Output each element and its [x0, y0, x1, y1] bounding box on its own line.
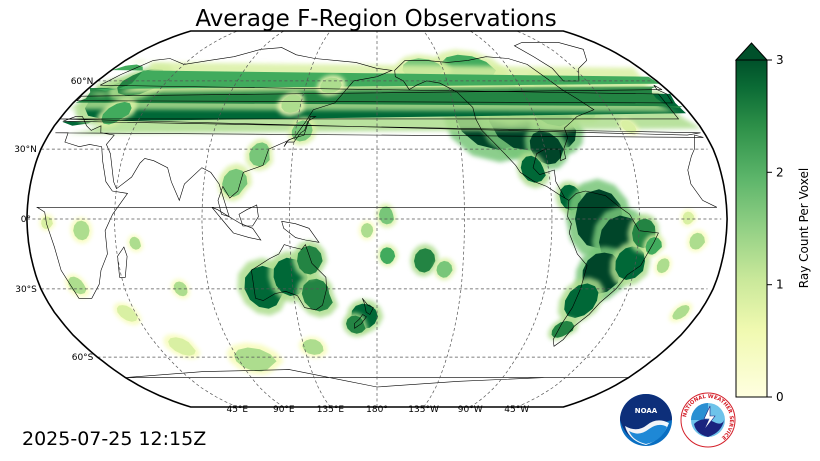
- coastline-europe_asia: [59, 47, 701, 218]
- meridian-225: [423, 31, 465, 407]
- ray-count-cell: [564, 283, 599, 318]
- ray-count-layer: [39, 49, 708, 375]
- ray-count-cell: [689, 232, 705, 250]
- chart-title: Average F-Region Observations: [195, 6, 557, 32]
- coastline-uk: [76, 84, 673, 104]
- ray-count-cell: [551, 320, 575, 338]
- coastline-africa: [36, 132, 718, 299]
- ray-count-cell: [621, 120, 637, 133]
- noaa-logo: NOAA: [620, 394, 672, 446]
- lon-label: 135°E: [317, 405, 345, 415]
- ray-count-cell: [116, 305, 138, 322]
- coastline-nz_s: [353, 314, 367, 329]
- ray-count-cell: [380, 247, 396, 265]
- colorbar-tick-label: 2: [776, 165, 784, 179]
- colorbar: 0 1 2 3 Ray Count Per Voxel: [734, 42, 811, 404]
- coastline-northamerica: [394, 56, 595, 201]
- coastline-layer: [36, 42, 718, 388]
- lat-label: 0°: [21, 215, 31, 225]
- lat-label: 60°S: [72, 353, 94, 363]
- meridian-315: [516, 31, 640, 407]
- lon-label: 90°W: [458, 405, 483, 415]
- colorbar-tick-label: 1: [776, 278, 784, 292]
- ray-count-cell: [379, 206, 395, 225]
- ray-count-cell: [281, 94, 302, 113]
- timestamp: 2025-07-25 12:15Z: [22, 428, 207, 450]
- ray-count-cell: [168, 337, 196, 356]
- colorbar-body: [735, 59, 768, 398]
- globe-outline: [26, 30, 728, 408]
- meridian-90: [201, 31, 284, 407]
- lat-label: 30°S: [15, 285, 37, 295]
- meridian-135: [289, 31, 331, 407]
- coastline-antarctica: [125, 369, 629, 388]
- ray-count-cell: [360, 223, 374, 238]
- lon-label: 180°: [366, 405, 388, 415]
- ray-count-cell: [41, 216, 53, 229]
- ray-count-cell: [346, 315, 366, 334]
- ray-count-cell: [129, 236, 141, 250]
- ray-count-cell: [436, 260, 453, 278]
- coastline-indonesia: [211, 207, 262, 241]
- ray-count-cell: [234, 347, 277, 372]
- longitude-labels: 45°E 90°E 135°E 180° 135°W 90°W 45°W: [226, 405, 529, 415]
- noaa-text: NOAA: [635, 407, 658, 415]
- colorbar-extend-triangle: [734, 42, 769, 61]
- ray-count-cell: [672, 305, 690, 320]
- ray-count-cell: [301, 278, 333, 312]
- ray-count-cell: [73, 220, 90, 241]
- meridian-45: [114, 31, 238, 407]
- ray-count-cell: [222, 168, 248, 197]
- ray-count-cell: [656, 258, 670, 274]
- lat-label: 60°N: [71, 77, 94, 87]
- lon-label: 45°W: [504, 405, 529, 415]
- coastline-madagascar: [117, 246, 128, 278]
- colorbar-tick-label: 0: [776, 390, 784, 404]
- ray-count-cell: [68, 276, 87, 295]
- coastline-australia: [251, 243, 327, 311]
- ray-count-cell: [520, 155, 546, 183]
- coastline-borneo: [238, 204, 259, 227]
- coastline-newguinea: [281, 220, 320, 243]
- lon-label: 135°W: [408, 405, 439, 415]
- coastline-southamerica: [552, 190, 659, 347]
- lon-label: 45°E: [226, 405, 248, 415]
- lat-label: 30°N: [14, 145, 37, 155]
- lon-label: 90°E: [273, 405, 295, 415]
- colorbar-tick-label: 3: [776, 53, 784, 67]
- ray-count-cell: [302, 339, 324, 355]
- ray-count-cell: [615, 246, 645, 280]
- nws-logo: NATIONAL WEATHER SERVICE: [680, 392, 736, 448]
- ray-count-cell: [682, 211, 695, 225]
- coastline-nz_n: [362, 298, 374, 315]
- graticule: [26, 31, 722, 407]
- meridian-270: [470, 31, 553, 407]
- ray-count-cell: [320, 77, 342, 94]
- ray-count-cell: [414, 248, 436, 273]
- latitude-labels: 60°N 30°N 0° 30°S 60°S: [14, 77, 93, 363]
- colorbar-label: Ray Count Per Voxel: [797, 168, 811, 288]
